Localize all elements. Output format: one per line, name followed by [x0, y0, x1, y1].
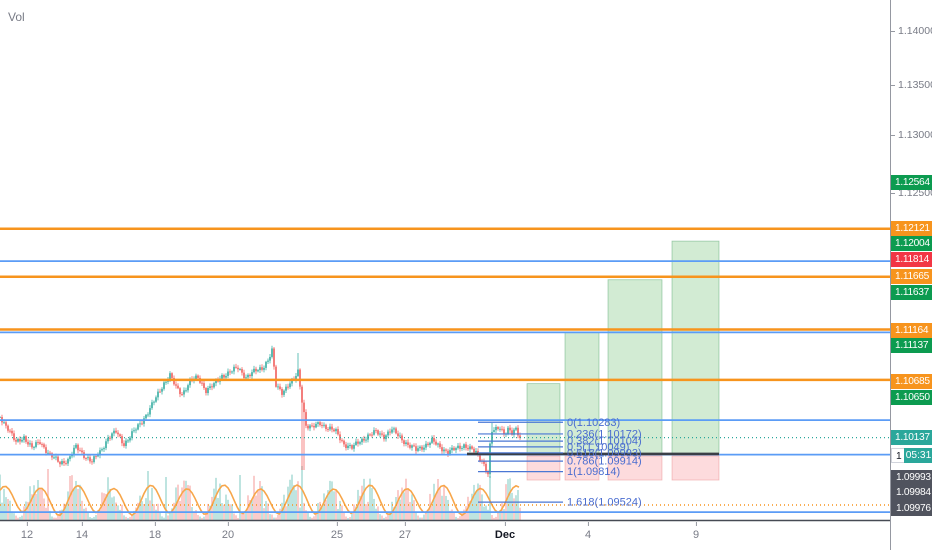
- fib-level-label: 0.5(1.10049): [567, 441, 629, 453]
- time-tick-label: 20: [221, 522, 235, 541]
- time-tick-label: 4: [584, 522, 592, 541]
- time-tick-label: 27: [398, 522, 412, 541]
- price-tick-label: 1.14000: [891, 24, 932, 38]
- profit-zone[interactable]: [671, 240, 720, 455]
- loss-zone[interactable]: [526, 455, 561, 481]
- volume-indicator-label: Vol: [8, 10, 25, 24]
- time-tick-label: 12: [20, 522, 34, 541]
- chart-pane[interactable]: 0(1.10283) 0.236(1.10172) 0.382(1.10104) 0.…: [0, 0, 890, 522]
- price-axis[interactable]: 1.12500 1.13000 1.13500 1.14000 1.10137 1 0…: [890, 0, 932, 550]
- fib-level-label: 1(1.09814): [567, 466, 620, 478]
- price-tick-label: 1.13000: [891, 128, 932, 142]
- loss-zone[interactable]: [564, 455, 600, 481]
- candlestick-series: [0, 345, 521, 478]
- fib-level-label: 1.618(1.09524): [567, 497, 642, 509]
- price-label-target: 1.11637: [891, 284, 932, 300]
- price-label-level-orange: 1.11665: [891, 268, 932, 284]
- price-label-target: 1.10650: [891, 389, 932, 405]
- price-label-target: 1.12564: [891, 174, 932, 190]
- fib-level-label: 0.236(1.10172): [567, 428, 642, 440]
- bar-countdown-timer: 05:31: [904, 447, 932, 463]
- price-label-level-orange: 1.11164: [891, 322, 932, 338]
- price-label-alert-red: 1.11814: [891, 251, 932, 267]
- time-tick-label: 18: [148, 522, 162, 541]
- time-tick-label: 9: [692, 522, 700, 541]
- time-tick-label: 25: [330, 522, 344, 541]
- price-label-target: 1.11137: [891, 337, 932, 353]
- price-label-target: 1.12004: [891, 235, 932, 251]
- volume-ma-line: [0, 484, 520, 517]
- loss-zone[interactable]: [671, 455, 720, 481]
- loss-zone[interactable]: [607, 455, 663, 481]
- fib-level-label: 0(1.10283): [567, 417, 620, 429]
- fib-level-label: 0.786(1.09914): [567, 456, 642, 468]
- price-label-gray: 1.09993: [896, 472, 931, 483]
- time-tick-label: Dec: [494, 522, 516, 541]
- fib-level-label: 0.618(1.09993): [567, 447, 642, 459]
- fib-retracement-tool[interactable]: 0(1.10283)0.236(1.10172)0.382(1.10104)0.…: [478, 417, 642, 509]
- chart-canvas[interactable]: 0(1.10283)0.236(1.10172)0.382(1.10104)0.…: [0, 0, 890, 522]
- time-axis[interactable]: 12 14 18 20 25 27 Dec 4 9: [0, 522, 890, 550]
- horizontal-lines[interactable]: [0, 227, 890, 513]
- price-label-level-orange: 1.10685: [891, 373, 932, 389]
- current-price-label: 1.10137: [891, 429, 932, 445]
- time-tick-label: 14: [75, 522, 89, 541]
- price-label-gray: 1.09984: [896, 487, 931, 499]
- profit-zone[interactable]: [526, 383, 561, 455]
- profit-zone[interactable]: [607, 279, 663, 455]
- countdown-price-fragment: 1: [891, 447, 904, 463]
- stacked-price-labels: 1.09993 1.09984 1.09976: [891, 470, 932, 516]
- price-label-gray: 1.09976: [896, 502, 931, 514]
- price-tick-label: 1.13500: [891, 78, 932, 92]
- price-tick-label: 1.12500: [891, 186, 932, 200]
- countdown-label: 1 05:31: [891, 447, 932, 463]
- fib-level-label: 0.382(1.10104): [567, 436, 642, 448]
- price-label-level-orange: 1.12121: [891, 220, 932, 236]
